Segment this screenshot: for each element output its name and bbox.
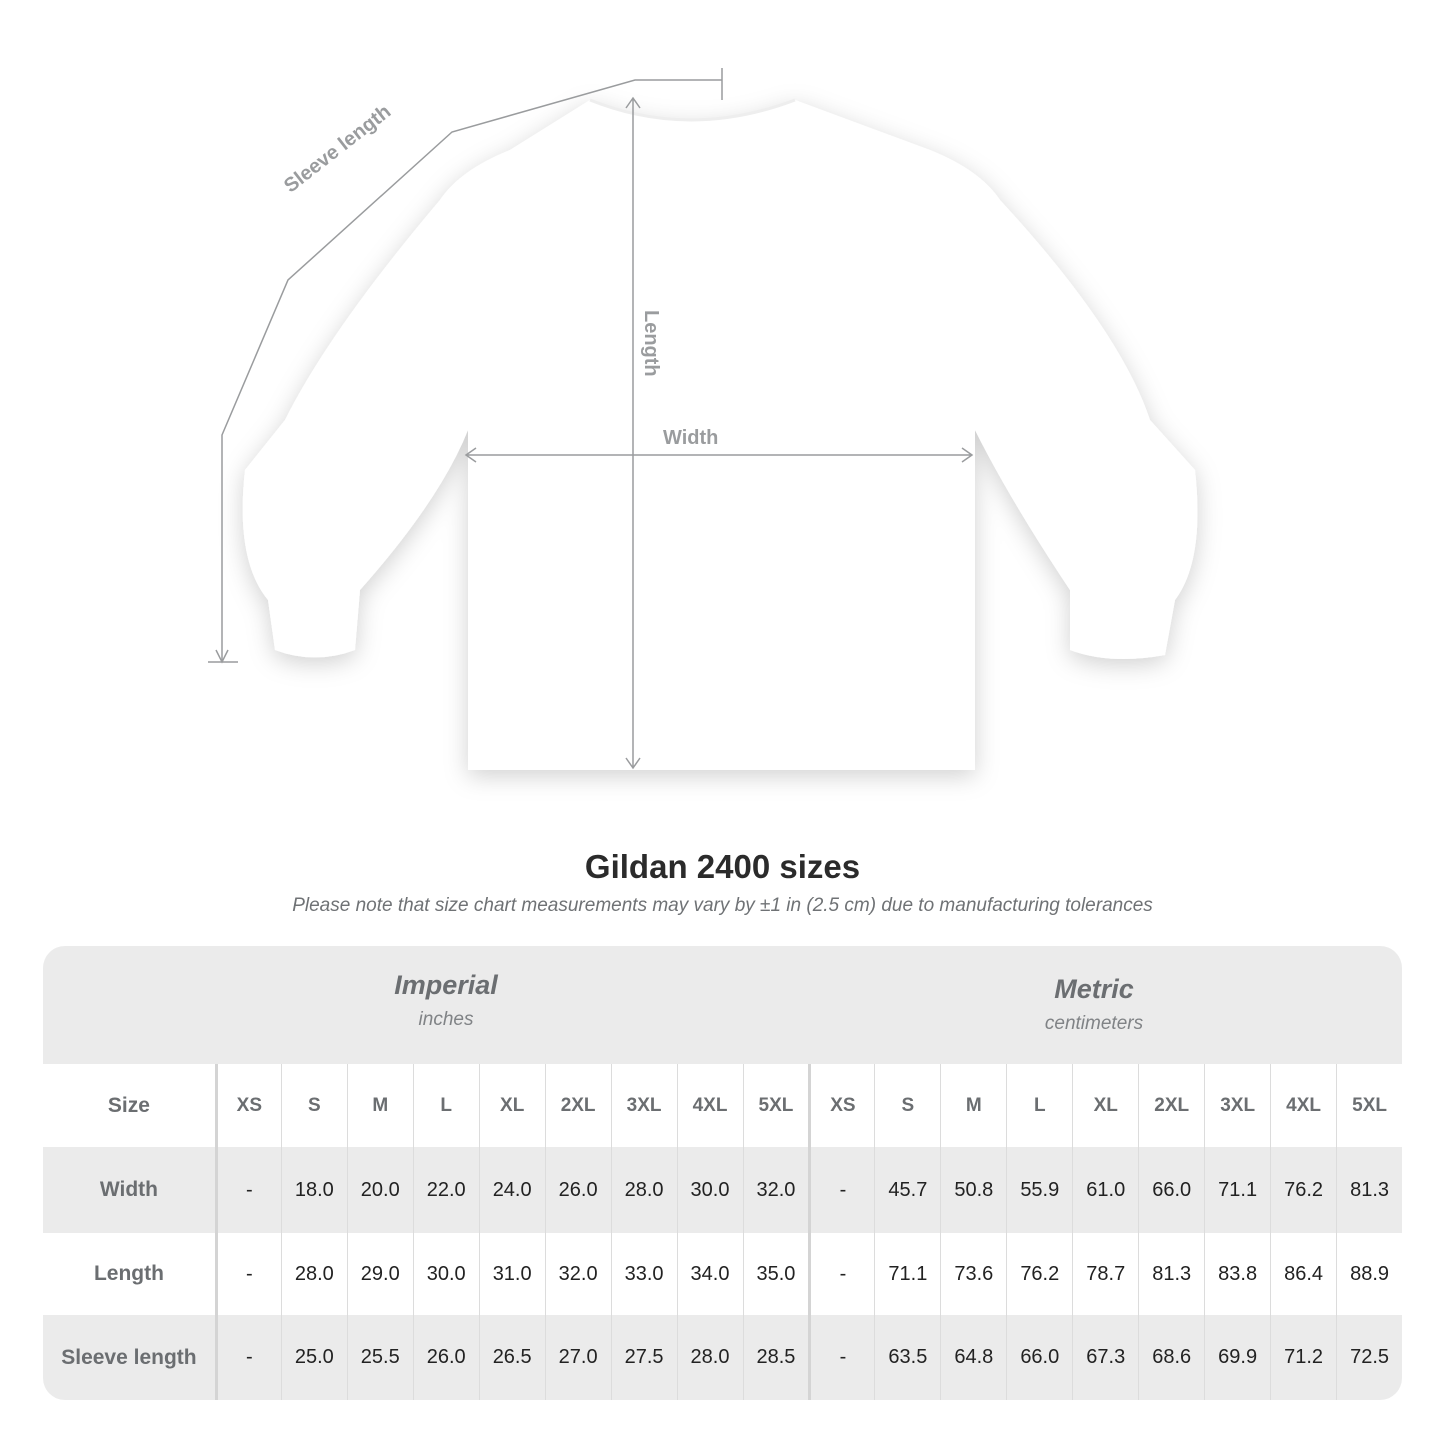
table-cell: 86.4	[1270, 1233, 1336, 1315]
table-cell: 76.2	[1270, 1147, 1336, 1233]
table-cell: 72.5	[1336, 1315, 1402, 1400]
metric-title: Metric	[1054, 974, 1134, 1004]
table-cell: 2XL	[1138, 1064, 1204, 1147]
table-cell: -	[808, 1233, 874, 1315]
table-row: Width -18.0 20.0 22.0 24.0 26.0 28.0 30.0 32.0-4…	[43, 1147, 1402, 1233]
row-label: Size	[107, 1093, 150, 1117]
unit-header: Imperial inches Metric centimeters	[43, 946, 1402, 1064]
table-cell: XL	[1072, 1064, 1138, 1147]
table-cell: 26.0	[412, 1315, 479, 1400]
table-cell: 29.0	[346, 1233, 413, 1315]
table-cell: 28.0	[610, 1147, 677, 1233]
table-cell: 32.0	[544, 1233, 611, 1315]
size-table: Imperial inches Metric centimeters Size X…	[43, 946, 1402, 1400]
shirt-diagram	[208, 68, 1198, 770]
table-cell: 30.0	[412, 1233, 479, 1315]
table-cell: 61.0	[1072, 1147, 1138, 1233]
table-cell: M	[940, 1064, 1006, 1147]
table-cell: -	[214, 1233, 281, 1315]
table-cell: 83.8	[1204, 1233, 1270, 1315]
table-cell: 78.7	[1072, 1233, 1138, 1315]
table-row: Sleeve length -25.0 25.5 26.0 26.5 27.0 27.5 28…	[43, 1315, 1402, 1400]
width-label: Width	[663, 427, 719, 449]
tolerance-note: Please note that size chart measurements…	[292, 895, 1153, 916]
table-cell: 76.2	[1006, 1233, 1072, 1315]
table-cell: 30.0	[676, 1147, 743, 1233]
table-cell: 67.3	[1072, 1315, 1138, 1400]
metric-header: Metric centimeters	[797, 974, 1391, 1035]
table-cell: 69.9	[1204, 1315, 1270, 1400]
table-cell: 2XL	[544, 1064, 611, 1147]
table-cell: 71.1	[1204, 1147, 1270, 1233]
table-cell: XL	[478, 1064, 545, 1147]
table-cell: 27.0	[544, 1315, 611, 1400]
table-cell: 68.6	[1138, 1315, 1204, 1400]
table-cell: 4XL	[1270, 1064, 1336, 1147]
table-cell: 33.0	[610, 1233, 677, 1315]
table-cell: 20.0	[346, 1147, 413, 1233]
table-cell: 26.0	[544, 1147, 611, 1233]
table-cell: 55.9	[1006, 1147, 1072, 1233]
table-cell: 32.0	[742, 1147, 809, 1233]
table-cell: -	[214, 1315, 281, 1400]
table-cell: 26.5	[478, 1315, 545, 1400]
table-cell: 31.0	[478, 1233, 545, 1315]
table-cell: 66.0	[1138, 1147, 1204, 1233]
table-cell: M	[346, 1064, 413, 1147]
table-cell: 25.5	[346, 1315, 413, 1400]
table-cell: 81.3	[1138, 1233, 1204, 1315]
row-label: Length	[93, 1262, 164, 1285]
table-cell: 35.0	[742, 1233, 809, 1315]
table-cell: 27.5	[610, 1315, 677, 1400]
table-cell: 73.6	[940, 1233, 1006, 1315]
table-cell: 64.8	[940, 1315, 1006, 1400]
size-header-row: Size XS S M L XL 2XL 3XL 4XL 5XL XS S M L XL 2XL 3XL 4XL 5…	[43, 1064, 1402, 1147]
table-cell: 34.0	[676, 1233, 743, 1315]
table-cell: 18.0	[280, 1147, 347, 1233]
table-cell: 88.9	[1336, 1233, 1402, 1315]
table-cell: 28.0	[676, 1315, 743, 1400]
table-cell: 3XL	[610, 1064, 677, 1147]
table-cell: 45.7	[874, 1147, 940, 1233]
table-cell: 5XL	[742, 1064, 809, 1147]
table-cell: 5XL	[1336, 1064, 1402, 1147]
table-cell: 66.0	[1006, 1315, 1072, 1400]
length-label: Length	[640, 310, 662, 377]
table-cell: S	[280, 1064, 347, 1147]
row-label: Sleeve length	[61, 1345, 197, 1369]
metric-unit: centimeters	[1044, 1013, 1144, 1034]
table-cell: 71.2	[1270, 1315, 1336, 1400]
table-cell: 22.0	[412, 1147, 479, 1233]
table-cell: L	[1006, 1064, 1072, 1147]
table-cell: 24.0	[478, 1147, 545, 1233]
shirt-shape	[242, 100, 1198, 770]
table-row: Length -28.0 29.0 30.0 31.0 32.0 33.0 34.0 35.0-…	[43, 1233, 1402, 1315]
length-measure-line	[625, 96, 641, 770]
table-cell: XS	[214, 1064, 281, 1147]
table-cell: -	[214, 1147, 281, 1233]
page-title: Gildan 2400 sizes	[584, 848, 861, 885]
table-cell: S	[874, 1064, 940, 1147]
table-cell: -	[808, 1315, 874, 1400]
width-measure-line	[464, 447, 974, 463]
imperial-unit: inches	[418, 1009, 474, 1030]
table-cell: 28.5	[742, 1315, 809, 1400]
row-label: Width	[99, 1178, 158, 1201]
table-cell: 4XL	[676, 1064, 743, 1147]
table-cell: -	[808, 1147, 874, 1233]
sleeve-measure-line	[221, 79, 722, 660]
imperial-title: Imperial	[394, 970, 498, 1000]
table-cell: 63.5	[874, 1315, 940, 1400]
imperial-header: Imperial inches	[149, 970, 743, 1031]
table-cell: XS	[808, 1064, 874, 1147]
table-cell: 71.1	[874, 1233, 940, 1315]
table-cell: 50.8	[940, 1147, 1006, 1233]
table-cell: 25.0	[280, 1315, 347, 1400]
table-cell: 28.0	[280, 1233, 347, 1315]
table-cell: 3XL	[1204, 1064, 1270, 1147]
table-cell: L	[412, 1064, 479, 1147]
table-cell: 81.3	[1336, 1147, 1402, 1233]
